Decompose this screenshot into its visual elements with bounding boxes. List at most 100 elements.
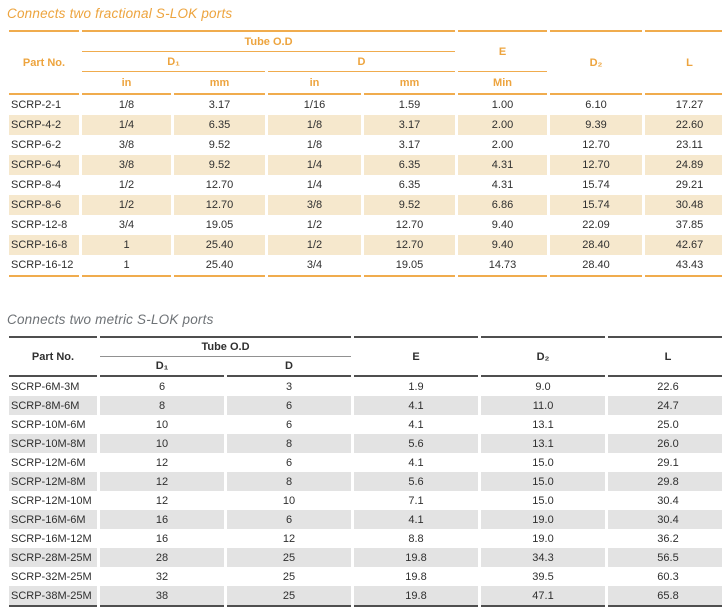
cell-d-in: 1/8 <box>268 115 361 135</box>
cell-e-min: 9.40 <box>458 235 548 255</box>
cell-d1: 38 <box>100 586 224 607</box>
cell-l: 43.43 <box>645 255 722 277</box>
cell-d-mm: 9.52 <box>364 195 456 215</box>
cell-d-in: 1/4 <box>306 179 323 191</box>
col-header-d2: D₂ <box>550 30 643 95</box>
cell-d1: 16 <box>155 532 169 545</box>
cell-d: 8 <box>227 472 352 491</box>
cell-d1: 6 <box>158 380 166 393</box>
cell-l: 22.6 <box>657 380 679 393</box>
cell-d2: 22.09 <box>582 219 610 231</box>
cell-e: 19.8 <box>354 548 479 567</box>
cell-d2: 34.3 <box>481 548 606 567</box>
cell-d-in: 1/16 <box>303 99 326 111</box>
cell-d1: 10 <box>100 434 224 453</box>
cell-d-in: 1/2 <box>268 235 361 255</box>
table-row: SCRP-6M-3M 6 3 1.9 9.0 22.6 <box>9 377 722 396</box>
cell-d2: 15.0 <box>532 494 554 507</box>
cell-l: 60.3 <box>657 570 679 583</box>
cell-d-in: 1/4 <box>268 155 361 175</box>
cell-l: 30.4 <box>657 494 679 507</box>
table-row: SCRP-12-8 3/4 19.05 1/2 12.70 9.40 22.09… <box>9 215 722 235</box>
cell-d1-in: 1/2 <box>82 195 171 215</box>
cell-d2: 28.40 <box>550 255 643 277</box>
cell-l: 37.85 <box>675 219 704 231</box>
cell-e: 1.9 <box>408 380 424 393</box>
cell-d2: 12.70 <box>550 155 643 175</box>
cell-d: 12 <box>282 532 296 545</box>
col-header-d1-mm: mm <box>174 72 265 95</box>
col-header-e: E <box>458 30 548 72</box>
cell-d1: 28 <box>100 548 224 567</box>
cell-part-no: SCRP-12M-8M <box>9 472 97 491</box>
cell-d1: 10 <box>155 418 169 431</box>
cell-d1-in: 1 <box>82 235 171 255</box>
fractional-table: Part No. Tube O.D E D₂ L D₁ D in mm in m… <box>6 30 722 277</box>
cell-d-mm: 3.17 <box>398 139 421 151</box>
cell-part-no: SCRP-10M-8M <box>9 434 97 453</box>
cell-d1: 12 <box>155 494 169 507</box>
col-header-d-mm: mm <box>364 72 456 95</box>
cell-e-min: 1.00 <box>491 99 514 111</box>
cell-l: 23.11 <box>676 139 703 151</box>
cell-d: 6 <box>285 418 293 431</box>
cell-e-min: 2.00 <box>458 115 548 135</box>
cell-d: 25 <box>227 586 352 607</box>
cell-d2: 6.10 <box>585 99 607 111</box>
cell-e-min: 9.40 <box>491 219 514 231</box>
cell-d1-in: 1/8 <box>118 99 135 111</box>
cell-part-no: SCRP-28M-25M <box>9 548 97 567</box>
col-header-part-no: Part No. <box>9 336 97 377</box>
cell-part-no: SCRP-12M-6M <box>11 456 86 469</box>
col-header-l: L <box>608 336 722 377</box>
col-header-d: D <box>268 52 456 72</box>
cell-l: 42.67 <box>645 235 722 255</box>
table-row: SCRP-16-12 1 25.40 3/4 19.05 14.73 28.40… <box>9 255 722 277</box>
col-header-d2: D₂ <box>481 336 606 377</box>
table-row: SCRP-32M-25M 32 25 19.8 39.5 60.3 <box>9 567 722 586</box>
cell-d1-in: 1/2 <box>118 179 135 191</box>
cell-l: 24.89 <box>645 155 722 175</box>
col-header-d: D <box>227 357 352 377</box>
cell-part-no: SCRP-16M-12M <box>11 532 92 545</box>
cell-part-no: SCRP-16-8 <box>9 235 79 255</box>
cell-d1-in: 1 <box>82 255 171 277</box>
cell-d-mm: 6.35 <box>364 155 456 175</box>
cell-d1: 8 <box>100 396 224 415</box>
cell-d1-mm: 25.40 <box>174 235 265 255</box>
cell-d2: 19.0 <box>532 532 554 545</box>
col-header-e: E <box>354 336 479 377</box>
cell-l: 29.1 <box>657 456 679 469</box>
cell-part-no: SCRP-10M-6M <box>11 418 86 431</box>
cell-d: 8 <box>227 434 352 453</box>
cell-d: 6 <box>285 456 293 469</box>
col-header-l: L <box>645 30 722 95</box>
cell-part-no: SCRP-12-8 <box>11 219 68 231</box>
cell-d2: 11.0 <box>481 396 606 415</box>
cell-e-min: 4.31 <box>458 155 548 175</box>
cell-d1: 12 <box>155 456 169 469</box>
cell-e-min: 6.86 <box>458 195 548 215</box>
cell-part-no: SCRP-8-4 <box>11 179 62 191</box>
metric-table: Part No. Tube O.D E D₂ L D₁ D SCRP-6M-3M… <box>6 336 722 607</box>
table-row: SCRP-12M-8M 12 8 5.6 15.0 29.8 <box>9 472 722 491</box>
cell-d-in: 1/8 <box>306 139 323 151</box>
cell-e: 4.1 <box>408 456 424 469</box>
cell-l: 25.0 <box>657 418 679 431</box>
cell-d2: 12.70 <box>582 139 610 151</box>
cell-part-no: SCRP-16M-6M <box>9 510 97 529</box>
cell-d2: 9.0 <box>535 380 551 393</box>
table-row: SCRP-38M-25M 38 25 19.8 47.1 65.8 <box>9 586 722 607</box>
cell-e: 19.8 <box>354 586 479 607</box>
cell-part-no: SCRP-38M-25M <box>9 586 97 607</box>
cell-e: 5.6 <box>354 434 479 453</box>
table-row: SCRP-12M-6M 12 6 4.1 15.0 29.1 <box>9 453 722 472</box>
cell-d1-in: 3/8 <box>82 155 171 175</box>
cell-e-min: 2.00 <box>491 139 514 151</box>
cell-part-no: SCRP-16-12 <box>9 255 79 277</box>
cell-d1-in: 3/8 <box>118 139 135 151</box>
table-row: SCRP-16-8 1 25.40 1/2 12.70 9.40 28.40 4… <box>9 235 722 255</box>
cell-d1-mm: 19.05 <box>205 219 234 231</box>
cell-l: 24.7 <box>608 396 722 415</box>
fractional-table-header: Part No. Tube O.D E D₂ L D₁ D in mm in m… <box>9 30 722 95</box>
